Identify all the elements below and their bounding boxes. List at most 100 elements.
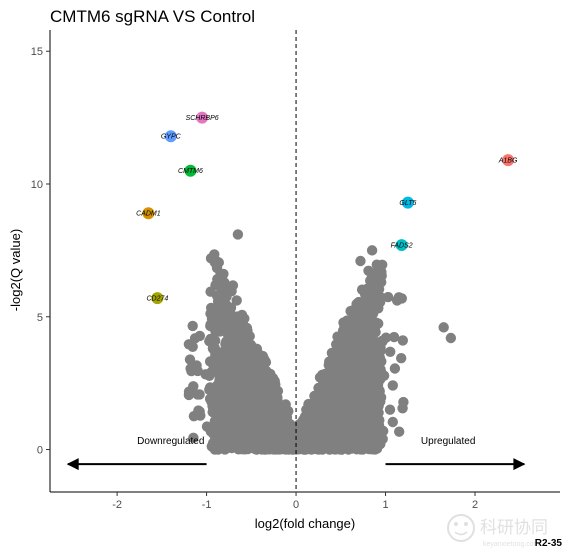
data-point: [212, 355, 223, 366]
data-point: [235, 422, 246, 433]
data-point: [221, 284, 232, 296]
highlight-point-label: A1BG: [498, 158, 518, 165]
data-point: [278, 408, 289, 420]
data-point: [371, 259, 382, 270]
upregulated-label: Upregulated: [421, 436, 475, 447]
data-point: [349, 386, 360, 397]
data-point: [394, 426, 405, 437]
data-point: [375, 296, 386, 308]
data-point: [367, 336, 379, 347]
data-point: [253, 368, 265, 379]
data-point: [232, 414, 243, 425]
data-point: [344, 428, 356, 439]
data-point: [240, 349, 251, 361]
y-tick-label: 10: [31, 179, 43, 191]
data-point: [245, 392, 256, 403]
data-point: [261, 373, 273, 385]
data-point: [221, 300, 232, 311]
data-point: [240, 338, 252, 349]
highlight-point-label: CD274: [146, 296, 168, 303]
data-point: [328, 412, 339, 423]
data-point: [204, 336, 215, 347]
data-point: [371, 380, 383, 391]
data-point: [352, 367, 364, 378]
data-point: [438, 322, 449, 333]
data-point: [388, 331, 400, 343]
data-point: [259, 384, 270, 396]
data-point: [219, 444, 231, 455]
data-point: [271, 418, 282, 429]
data-point: [337, 398, 348, 410]
data-point: [359, 384, 370, 396]
data-point: [329, 404, 340, 415]
data-point: [213, 417, 224, 429]
y-tick-label: 5: [37, 312, 43, 324]
data-point: [387, 416, 398, 428]
data-point: [206, 383, 217, 394]
data-point: [262, 421, 273, 432]
highlight-point: [151, 292, 164, 305]
highlight-point: [142, 207, 155, 220]
highlight-point: [184, 164, 197, 177]
data-point: [251, 442, 262, 454]
data-point: [340, 357, 351, 368]
highlight-point-label: FADS2: [391, 243, 413, 250]
data-point: [205, 253, 217, 264]
data-point: [242, 443, 254, 455]
data-point: [250, 348, 262, 360]
data-point: [214, 407, 225, 418]
data-point: [192, 365, 203, 377]
background-points: [183, 229, 457, 455]
data-point: [285, 419, 296, 430]
chart-title: CMTM6 sgRNA VS Control: [50, 7, 255, 26]
watermark-text: 科研协同: [480, 518, 548, 537]
data-point: [349, 317, 360, 329]
y-axis-title: -log2(Q value): [8, 229, 23, 311]
data-point: [239, 313, 250, 324]
data-point: [296, 422, 307, 433]
data-point: [225, 397, 236, 409]
data-point: [299, 430, 311, 441]
highlight-point: [395, 239, 408, 252]
highlighted-points: SCHRBP6 GYPC CMTM6 CADM1 CD274 A1BG GLT5 FADS2: [136, 111, 518, 305]
data-point: [324, 367, 336, 378]
x-tick-label: 1: [382, 499, 388, 511]
data-point: [352, 440, 364, 452]
data-point: [358, 324, 369, 335]
data-point: [369, 444, 381, 455]
data-point: [271, 395, 283, 406]
data-point: [224, 425, 235, 437]
data-point: [246, 409, 257, 420]
data-point: [322, 378, 334, 389]
data-point: [341, 345, 352, 357]
data-point: [367, 392, 379, 403]
data-point: [243, 420, 254, 432]
data-point: [188, 432, 199, 443]
data-point: [348, 402, 360, 413]
data-point: [326, 347, 338, 359]
watermark-subtext: keyanxietong.com: [483, 541, 540, 548]
data-point: [373, 318, 384, 329]
data-point: [345, 375, 356, 387]
highlight-point: [502, 154, 515, 167]
x-tick-label: -1: [202, 499, 212, 511]
x-tick-label: 2: [472, 499, 478, 511]
y-tick-label: 15: [31, 46, 43, 58]
data-point: [377, 433, 388, 445]
data-point: [223, 375, 235, 387]
data-point: [385, 346, 396, 357]
data-point: [380, 332, 392, 343]
data-point: [339, 331, 351, 343]
x-axis-title: log2(fold change): [255, 516, 355, 531]
x-tick-label: -2: [112, 499, 122, 511]
data-point: [309, 441, 320, 452]
data-point: [236, 326, 248, 337]
data-point: [280, 399, 291, 410]
data-point: [361, 347, 372, 359]
data-point: [378, 370, 390, 381]
data-point: [242, 381, 253, 392]
data-point: [349, 306, 360, 317]
data-point: [324, 444, 335, 455]
data-point: [286, 433, 297, 444]
highlight-point: [164, 130, 177, 143]
